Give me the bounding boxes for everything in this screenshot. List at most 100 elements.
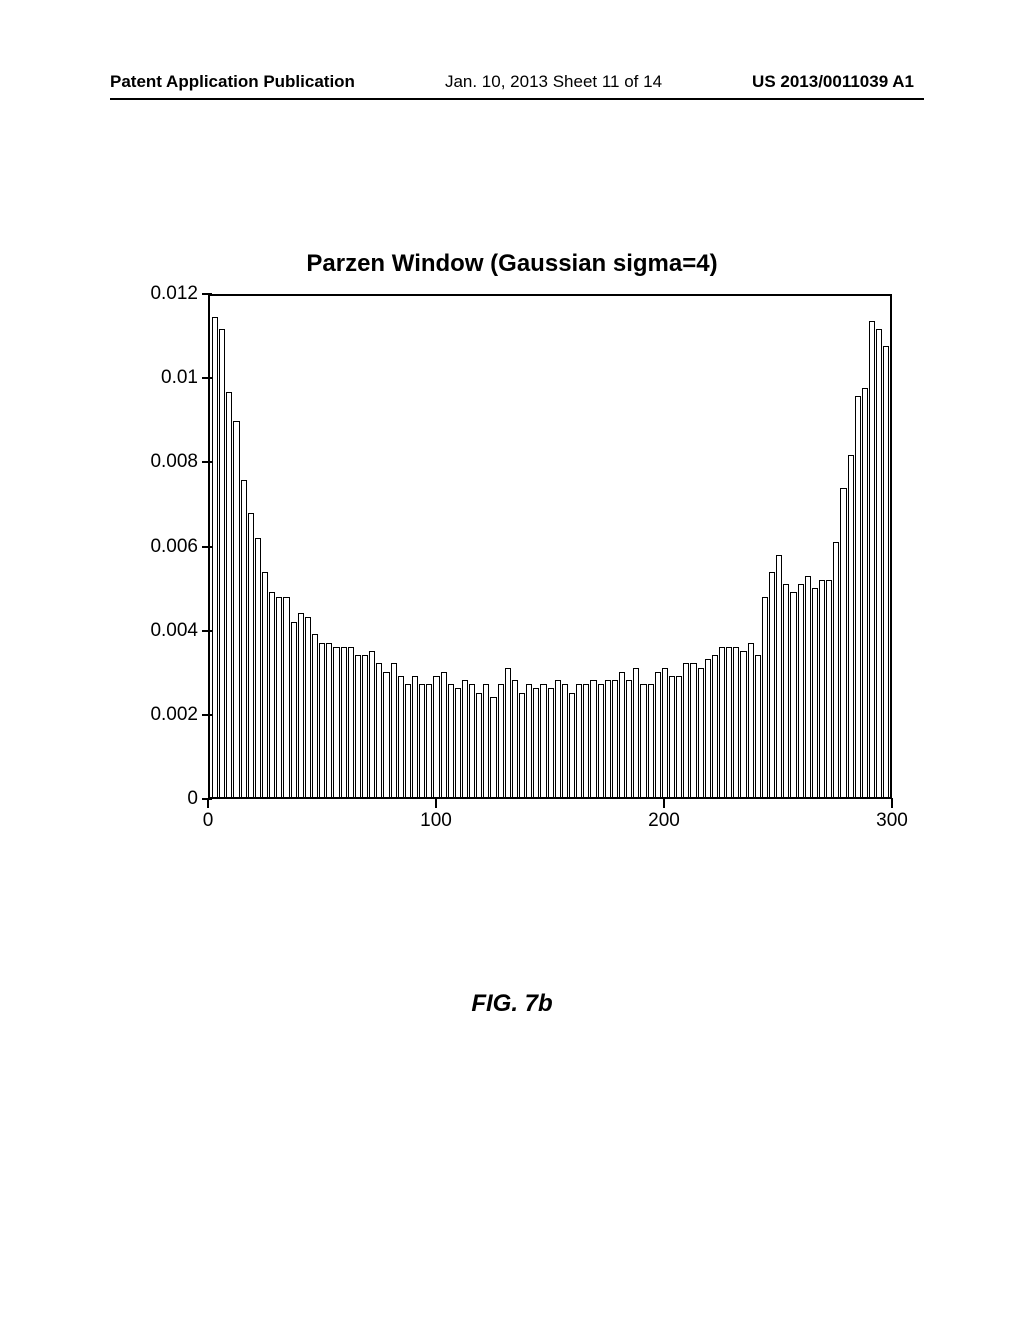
bar bbox=[569, 693, 575, 797]
bar bbox=[333, 647, 339, 797]
bar bbox=[562, 684, 568, 797]
bar bbox=[291, 622, 297, 797]
bar bbox=[212, 317, 218, 797]
bar bbox=[640, 684, 646, 797]
y-label: 0.006 bbox=[128, 536, 198, 558]
bar bbox=[805, 576, 811, 797]
bar bbox=[269, 592, 275, 797]
bar bbox=[762, 597, 768, 797]
y-label: 0.012 bbox=[128, 283, 198, 305]
bar bbox=[655, 672, 661, 797]
x-tick bbox=[435, 798, 437, 808]
bar bbox=[862, 388, 868, 797]
bar bbox=[283, 597, 289, 797]
bar bbox=[426, 684, 432, 797]
bar bbox=[612, 680, 618, 797]
bar bbox=[448, 684, 454, 797]
y-tick bbox=[202, 714, 212, 716]
bar bbox=[483, 684, 489, 797]
bar bbox=[876, 329, 882, 797]
bar bbox=[726, 647, 732, 797]
y-label: 0.004 bbox=[128, 620, 198, 642]
bar bbox=[441, 672, 447, 797]
bar bbox=[412, 676, 418, 797]
bar bbox=[826, 580, 832, 797]
bar bbox=[262, 572, 268, 797]
bar bbox=[348, 647, 354, 797]
bar bbox=[341, 647, 347, 797]
bar bbox=[533, 688, 539, 797]
bar bbox=[433, 676, 439, 797]
chart: 00.0020.0040.0060.0080.010.0120100200300 bbox=[128, 288, 898, 843]
y-label: 0 bbox=[128, 788, 198, 810]
bar bbox=[276, 597, 282, 797]
bar bbox=[719, 647, 725, 797]
bar bbox=[383, 672, 389, 797]
bar bbox=[833, 542, 839, 797]
bar bbox=[369, 651, 375, 797]
bar bbox=[326, 643, 332, 797]
bar bbox=[419, 684, 425, 797]
bar bbox=[490, 697, 496, 797]
y-tick bbox=[202, 546, 212, 548]
bar bbox=[633, 668, 639, 797]
bar bbox=[526, 684, 532, 797]
bar bbox=[219, 329, 225, 797]
bar bbox=[391, 663, 397, 797]
y-label: 0.01 bbox=[128, 367, 198, 389]
bar bbox=[469, 684, 475, 797]
bar bbox=[662, 668, 668, 797]
bar bbox=[248, 513, 254, 797]
plot-area bbox=[208, 294, 892, 799]
bar bbox=[783, 584, 789, 797]
bar bbox=[498, 684, 504, 797]
bar bbox=[540, 684, 546, 797]
bar bbox=[241, 480, 247, 797]
bar bbox=[305, 617, 311, 797]
bar bbox=[576, 684, 582, 797]
bar bbox=[476, 693, 482, 797]
bar bbox=[462, 680, 468, 797]
x-tick bbox=[891, 798, 893, 808]
pub-type: Patent Application Publication bbox=[110, 72, 355, 92]
y-tick bbox=[202, 377, 212, 379]
bar bbox=[812, 588, 818, 797]
bar bbox=[798, 584, 804, 797]
bar bbox=[669, 676, 675, 797]
bar bbox=[848, 455, 854, 797]
bar bbox=[676, 676, 682, 797]
y-tick bbox=[202, 293, 212, 295]
x-tick bbox=[207, 798, 209, 808]
bar bbox=[255, 538, 261, 797]
bar bbox=[519, 693, 525, 797]
bar bbox=[319, 643, 325, 797]
bar bbox=[619, 672, 625, 797]
bar bbox=[298, 613, 304, 797]
bar bbox=[512, 680, 518, 797]
bar bbox=[583, 684, 589, 797]
x-tick bbox=[663, 798, 665, 808]
bar bbox=[855, 396, 861, 797]
bar bbox=[455, 688, 461, 797]
bar bbox=[769, 572, 775, 797]
bar bbox=[555, 680, 561, 797]
bar bbox=[355, 655, 361, 797]
pub-number: US 2013/0011039 A1 bbox=[752, 72, 914, 92]
bar bbox=[398, 676, 404, 797]
bar bbox=[733, 647, 739, 797]
bar bbox=[233, 421, 239, 797]
bar bbox=[626, 680, 632, 797]
bar bbox=[755, 655, 761, 797]
bar bbox=[698, 668, 704, 797]
bar bbox=[405, 684, 411, 797]
bar bbox=[312, 634, 318, 797]
bar bbox=[226, 392, 232, 797]
bar bbox=[869, 321, 875, 797]
bar bbox=[819, 580, 825, 797]
bar bbox=[690, 663, 696, 797]
bar bbox=[598, 684, 604, 797]
bar bbox=[705, 659, 711, 797]
chart-title: Parzen Window (Gaussian sigma=4) bbox=[0, 250, 1024, 278]
y-tick bbox=[202, 461, 212, 463]
header-rule bbox=[110, 98, 924, 100]
